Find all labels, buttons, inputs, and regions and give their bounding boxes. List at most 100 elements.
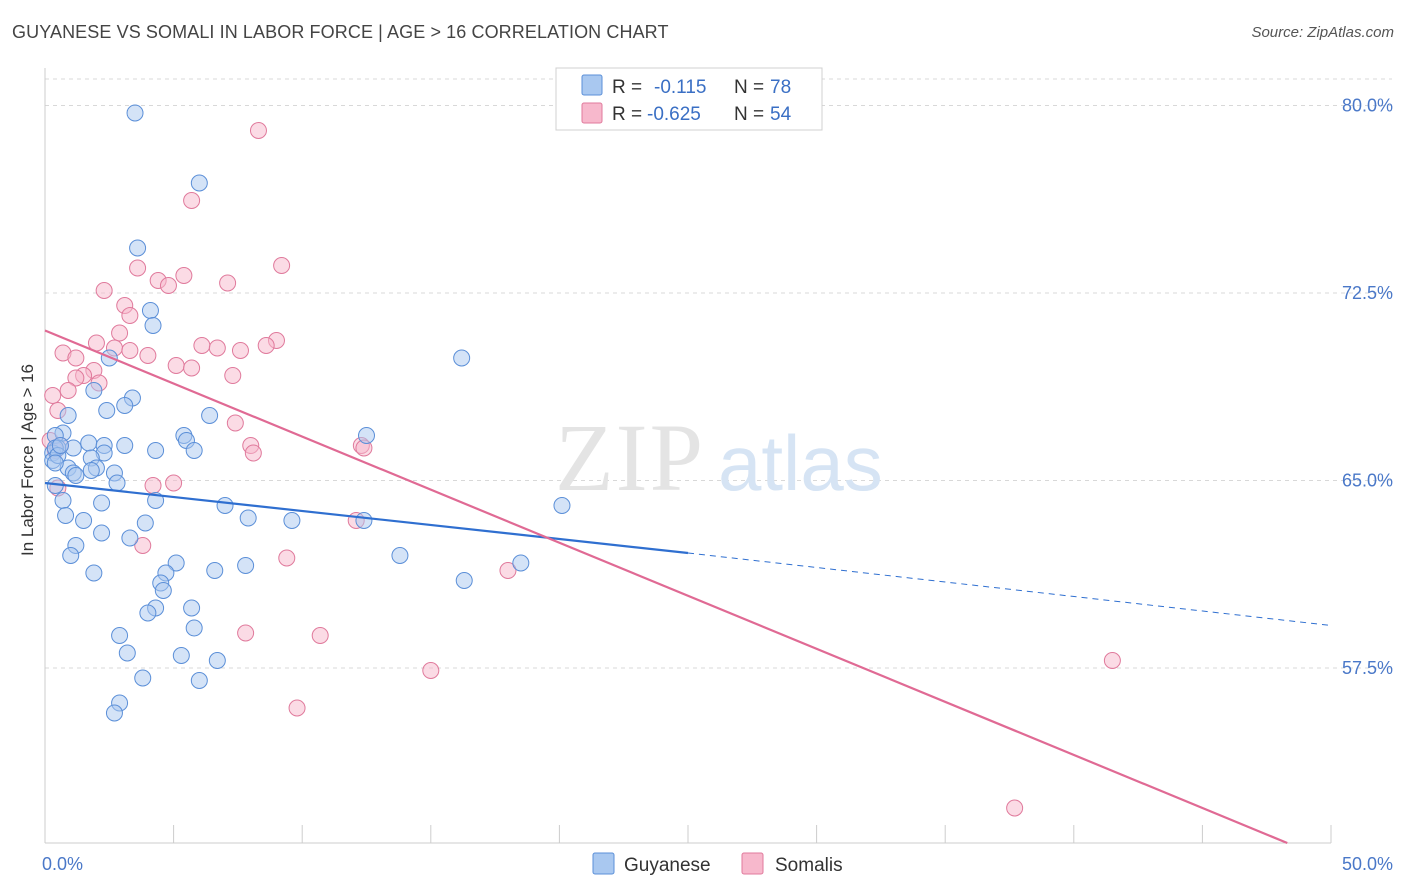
grid-lines [45, 78, 1392, 669]
guyanese-point [553, 497, 571, 514]
somali-point [121, 307, 139, 324]
somali-point [129, 259, 147, 277]
somali-point [1006, 799, 1024, 817]
guyanese-point [67, 467, 85, 484]
guyanese-point [121, 529, 139, 547]
somali-point [219, 274, 237, 292]
guyanese-point [51, 437, 69, 454]
guyanese-point [134, 669, 152, 687]
guyanese-point [183, 599, 201, 617]
somali-point [499, 562, 517, 579]
legend-n-label-somali: N = [734, 104, 764, 125]
watermark: ZIP atlas [555, 404, 883, 511]
somali-point [95, 282, 113, 299]
legend-r-label-guyanese: R = [612, 77, 642, 98]
guyanese-point [126, 104, 144, 122]
somali-point [278, 549, 296, 567]
somali-point [165, 474, 183, 492]
somali-point [121, 342, 139, 359]
guyanese-point [355, 512, 373, 529]
guyanese-point [105, 704, 123, 722]
somali-point [159, 277, 177, 294]
guyanese-point [391, 547, 409, 564]
somali-point [231, 342, 249, 359]
guyanese-point [154, 582, 172, 599]
somali-point [244, 444, 262, 462]
guyanese-points [44, 104, 571, 722]
guyanese-point [185, 442, 203, 459]
somali-point [144, 477, 162, 494]
guyanese-point [144, 317, 162, 334]
y-tick-label: 80.0% [1342, 96, 1393, 116]
somali-point [67, 369, 85, 387]
guyanese-point [75, 512, 93, 529]
trend-lines [44, 329, 1332, 845]
correlation-legend: R = -0.115 N = 78 R = -0.625 N = 54 [555, 67, 823, 131]
source-label: Source: ZipAtlas.com [1251, 24, 1394, 41]
guyanese-point [239, 509, 257, 527]
guyanese-point [82, 462, 100, 479]
y-tick-label: 57.5% [1342, 658, 1393, 678]
watermark-zip: ZIP [555, 404, 705, 511]
series-legend-swatch-guyanese [592, 852, 615, 875]
series-legend-label-guyanese: Guyanese [624, 855, 711, 876]
somali-point [111, 324, 129, 342]
guyanese-point [85, 382, 103, 399]
guyanese-point [283, 512, 301, 529]
guyanese-point [208, 652, 226, 669]
somali-point [193, 337, 211, 354]
guyanese-point [216, 497, 234, 514]
x-tick-labels: 0.0% 50.0% [42, 854, 1393, 874]
somali-point [175, 267, 193, 284]
guyanese-point [455, 572, 473, 589]
somali-point [273, 257, 291, 274]
guyanese-point [129, 239, 147, 257]
legend-n-value-guyanese: 78 [770, 77, 791, 98]
x-tick-label-max: 50.0% [1342, 854, 1393, 874]
y-tick-labels: 57.5% 65.0% 72.5% 80.0% [1342, 96, 1393, 679]
guyanese-point [167, 554, 185, 572]
somali-point [226, 414, 244, 432]
guyanese-point [116, 437, 134, 454]
chart-title: GUYANESE VS SOMALI IN LABOR FORCE | AGE … [12, 22, 669, 42]
guyanese-point [93, 494, 111, 512]
guyanese-point [358, 427, 375, 444]
watermark-atlas: atlas [718, 419, 883, 507]
series-legend-label-somali: Somalis [775, 855, 843, 876]
guyanese-trend-line [44, 481, 689, 555]
somali-point [134, 537, 152, 554]
guyanese-point [108, 474, 126, 492]
legend-swatch-guyanese [581, 74, 603, 96]
somali-point [59, 382, 77, 399]
somali-point [257, 337, 275, 354]
guyanese-point [85, 564, 103, 582]
somali-point [139, 347, 157, 364]
guyanese-point [141, 302, 159, 319]
somali-point [183, 192, 201, 209]
series-legend-swatch-somali [741, 852, 764, 875]
guyanese-trend-extension [687, 552, 1332, 626]
somali-point [249, 122, 267, 139]
x-tick-label-min: 0.0% [42, 854, 83, 874]
guyanese-point [80, 434, 98, 452]
guyanese-point [453, 349, 471, 367]
somali-point [1103, 652, 1121, 669]
guyanese-point [136, 514, 154, 532]
guyanese-point [46, 454, 64, 472]
guyanese-point [98, 402, 116, 419]
somali-point [208, 339, 226, 357]
legend-r-value-somali: -0.625 [647, 104, 701, 125]
y-tick-label: 72.5% [1342, 283, 1393, 303]
guyanese-point [190, 174, 208, 192]
guyanese-point [62, 547, 80, 564]
legend-r-label-somali: R = [612, 104, 642, 125]
legend-n-label-guyanese: N = [734, 77, 764, 98]
guyanese-point [237, 557, 255, 574]
guyanese-point [190, 672, 208, 689]
somali-point [224, 367, 242, 384]
somali-point [288, 699, 306, 717]
somali-trend-line [44, 329, 1288, 845]
legend-r-value-guyanese: -0.115 [654, 77, 706, 98]
somali-point [167, 357, 185, 374]
